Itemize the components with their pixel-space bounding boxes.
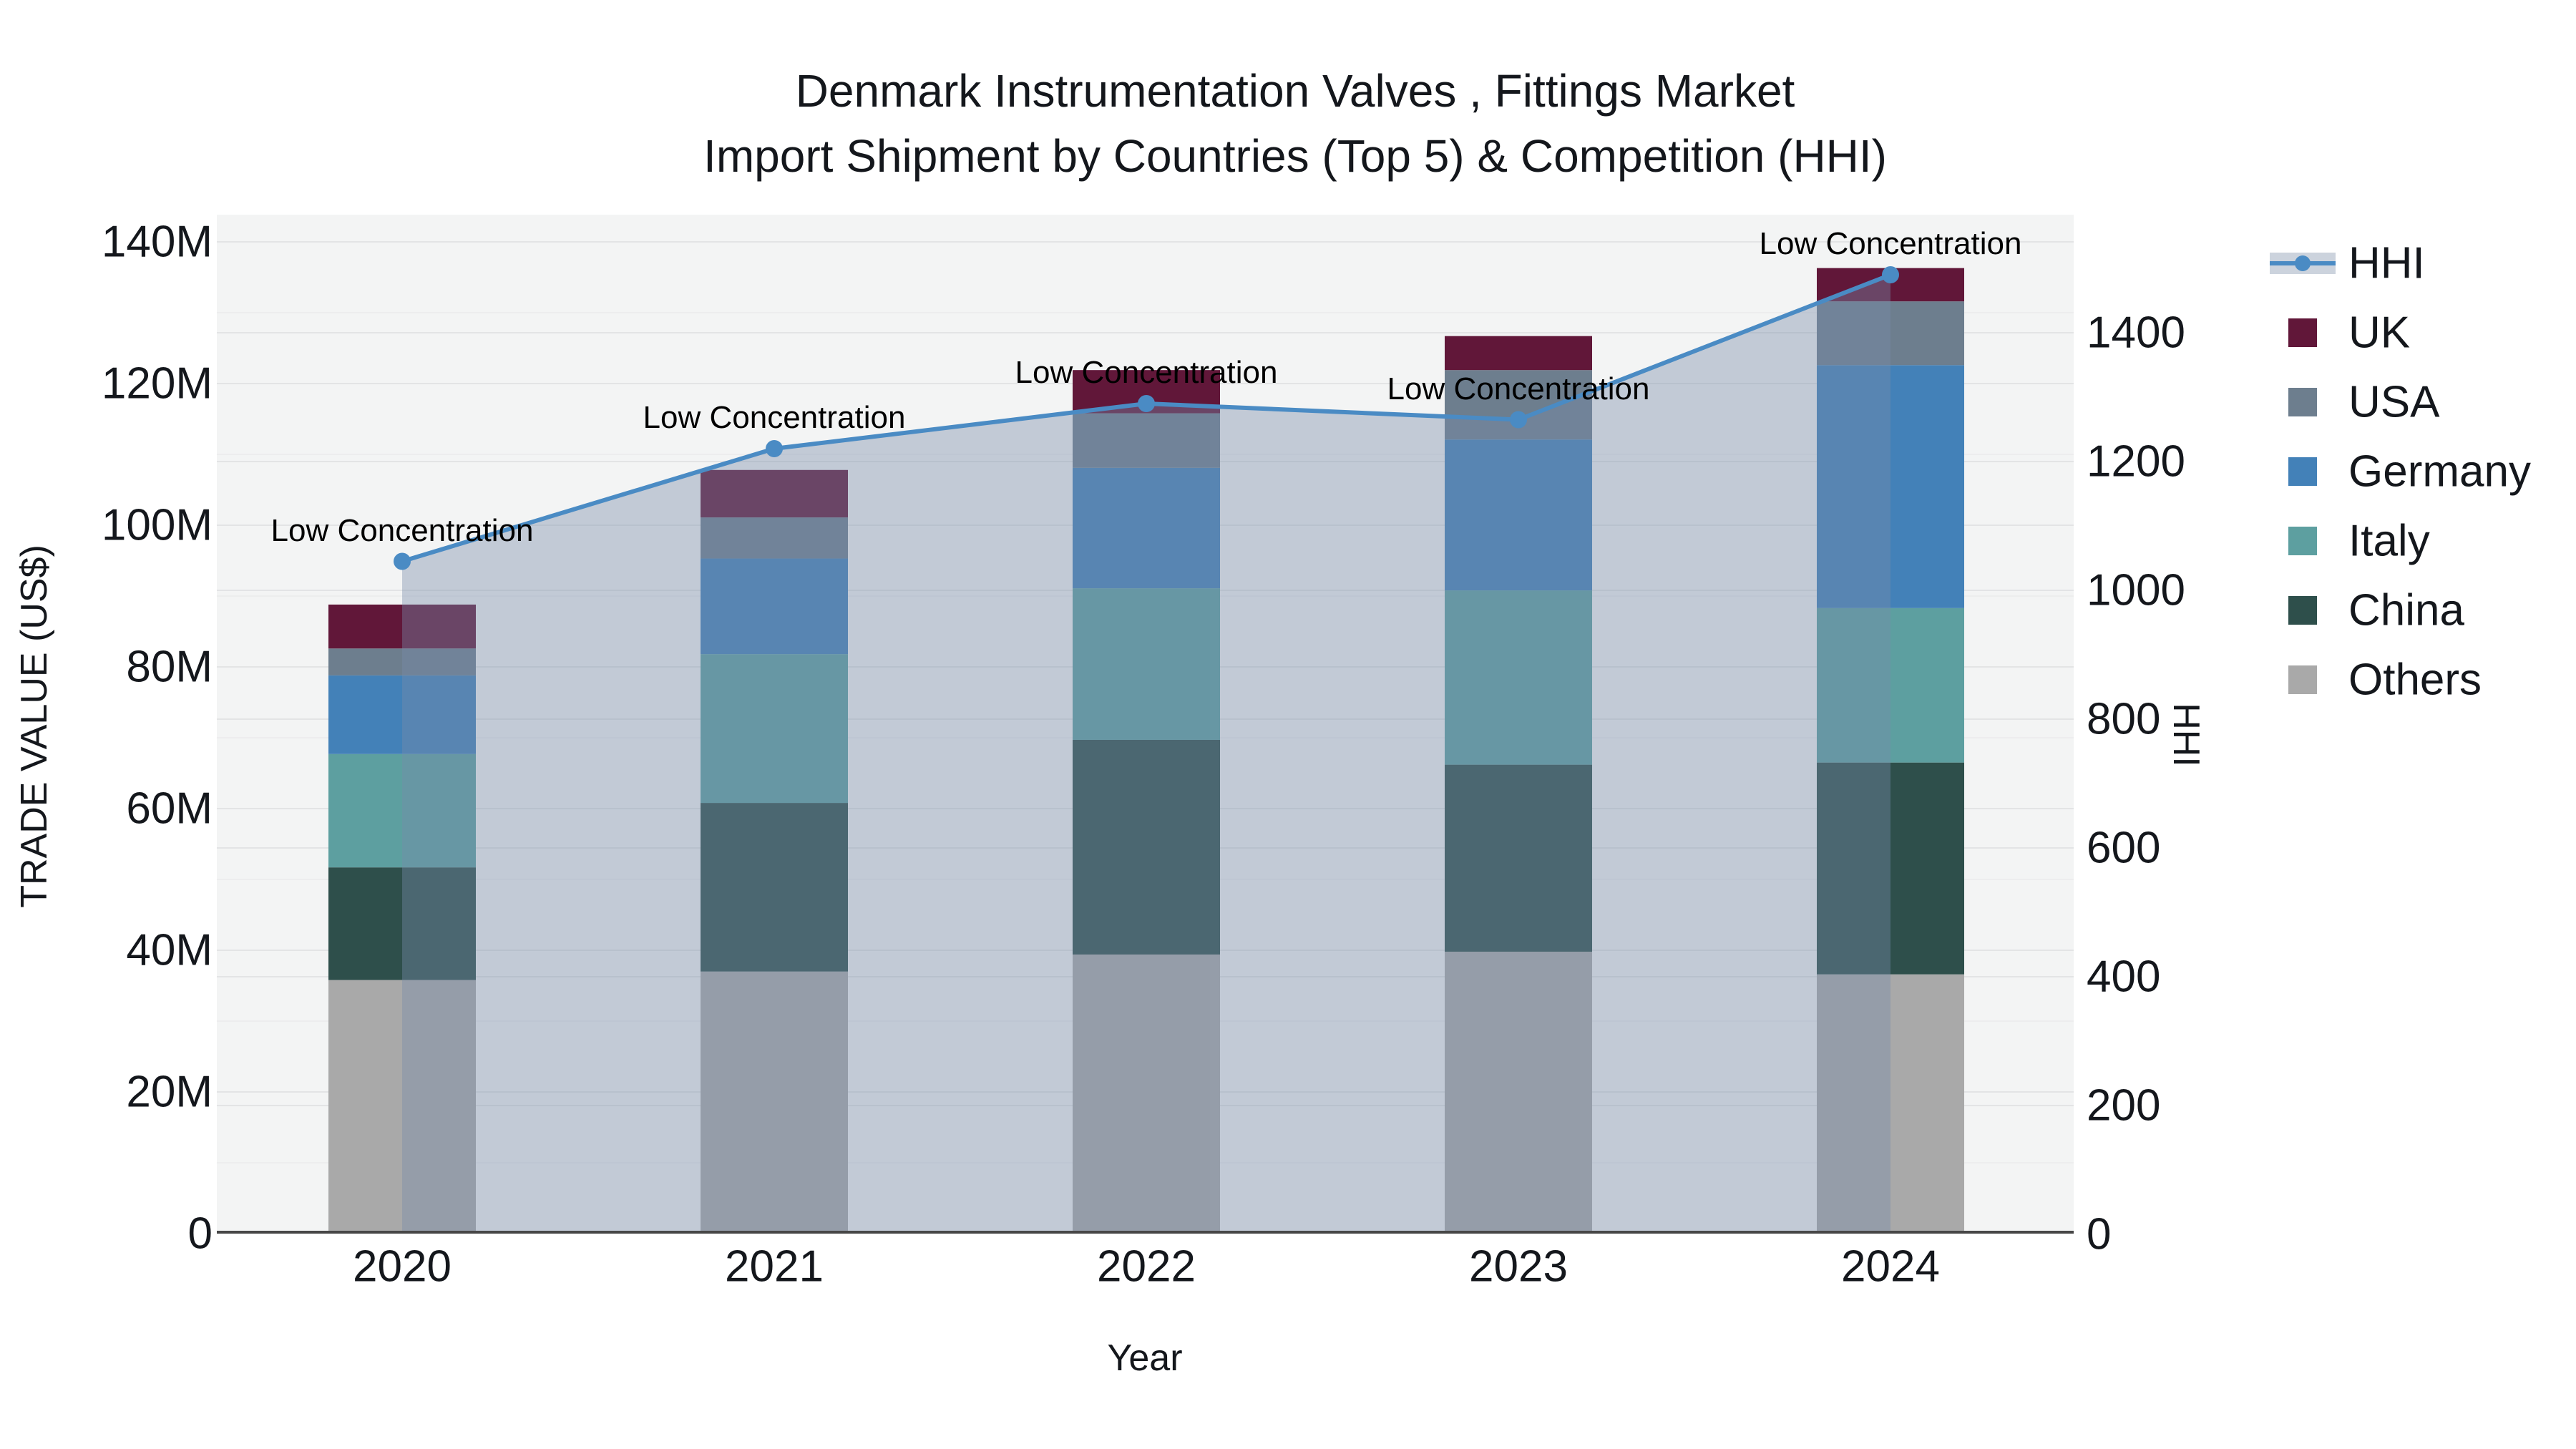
bar-segment-china-2024[interactable] [1817, 762, 1964, 975]
x-tick-2023: 2023 [1469, 1241, 1568, 1292]
y-right-tick-1000: 1000 [2087, 565, 2185, 615]
bar-segment-germany-2021[interactable] [701, 558, 848, 655]
x-tick-2021: 2021 [725, 1241, 824, 1292]
bar-segment-germany-2020[interactable] [328, 675, 476, 754]
chart-title-line2: Import Shipment by Countries (Top 5) & C… [703, 130, 1887, 182]
bar-segment-italy-2024[interactable] [1817, 608, 1964, 763]
legend-swatch-others [2288, 665, 2317, 694]
y-left-tick-100M: 100M [101, 500, 213, 550]
legend-item-germany[interactable]: Germany [2254, 437, 2569, 506]
legend-label-uk: UK [2348, 308, 2411, 358]
bar-segment-usa-2022[interactable] [1073, 413, 1220, 468]
legend-item-uk[interactable]: UK [2254, 298, 2569, 367]
x-tick-2024: 2024 [1841, 1241, 1940, 1292]
bar-segment-germany-2023[interactable] [1445, 439, 1592, 591]
annotation-low-concentration-2024: Low Concentration [1759, 226, 2022, 261]
chart-title-line1: Denmark Instrumentation Valves , Fitting… [795, 65, 1795, 117]
x-tick-2020: 2020 [353, 1241, 452, 1292]
hhi-area-fill [402, 275, 1890, 1234]
annotation-low-concentration-2022: Low Concentration [1015, 355, 1278, 390]
legend-item-usa[interactable]: USA [2254, 368, 2569, 436]
chart-canvas[interactable] [217, 215, 2074, 1234]
bar-segment-china-2021[interactable] [701, 803, 848, 972]
bar-segment-usa-2021[interactable] [701, 517, 848, 559]
bar-segment-china-2023[interactable] [1445, 764, 1592, 952]
bar-segment-others-2023[interactable] [1445, 951, 1592, 1234]
legend-swatch-usa [2288, 388, 2317, 416]
legend-label-usa: USA [2348, 377, 2440, 427]
hhi-marker-2020[interactable] [394, 552, 411, 570]
legend-item-others[interactable]: Others [2254, 645, 2569, 714]
y-right-tick-1400: 1400 [2087, 308, 2185, 358]
bar-segment-china-2022[interactable] [1073, 739, 1220, 955]
bar-segment-germany-2024[interactable] [1817, 365, 1964, 608]
y-left-tick-80M: 80M [126, 642, 213, 692]
plot-area[interactable] [217, 215, 2074, 1234]
bar-segment-china-2020[interactable] [328, 867, 476, 980]
bar-segment-germany-2022[interactable] [1073, 467, 1220, 589]
bar-segment-italy-2021[interactable] [701, 654, 848, 804]
legend-swatch-uk [2288, 318, 2317, 347]
y-left-axis-title: TRADE VALUE (US$) [14, 545, 55, 908]
hhi-marker-2024[interactable] [1882, 266, 1899, 283]
bar-segment-others-2024[interactable] [1817, 974, 1964, 1234]
legend-label-italy: Italy [2348, 516, 2430, 566]
bar-segment-uk-2023[interactable] [1445, 336, 1592, 371]
y-left-tick-60M: 60M [126, 784, 213, 834]
annotation-low-concentration-2021: Low Concentration [643, 400, 906, 435]
legend-swatch-china [2288, 596, 2317, 625]
legend-label-hhi: HHI [2348, 238, 2425, 288]
y-right-tick-1200: 1200 [2087, 436, 2185, 487]
bar-segment-italy-2023[interactable] [1445, 590, 1592, 765]
legend-swatch-italy [2288, 527, 2317, 555]
legend-label-germany: Germany [2348, 447, 2531, 497]
annotation-low-concentration-2023: Low Concentration [1387, 371, 1650, 406]
y-right-axis-title: HHI [2165, 703, 2207, 767]
legend-item-hhi[interactable]: HHI [2254, 229, 2569, 298]
annotation-low-concentration-2020: Low Concentration [270, 512, 534, 548]
legend-item-italy[interactable]: Italy [2254, 507, 2569, 575]
hhi-marker-2021[interactable] [766, 440, 783, 457]
x-tick-2022: 2022 [1097, 1241, 1196, 1292]
bar-segment-others-2022[interactable] [1073, 954, 1220, 1234]
bar-segment-uk-2021[interactable] [701, 469, 848, 518]
y-right-tick-200: 200 [2087, 1080, 2161, 1131]
bar-segment-usa-2020[interactable] [328, 648, 476, 675]
bar-segment-uk-2020[interactable] [328, 604, 476, 649]
bar-segment-usa-2024[interactable] [1817, 301, 1964, 366]
legend-label-china: China [2348, 585, 2464, 635]
y-right-tick-0: 0 [2087, 1209, 2112, 1259]
y-left-tick-140M: 140M [101, 217, 213, 267]
bar-segment-italy-2020[interactable] [328, 753, 476, 868]
y-left-tick-20M: 20M [126, 1067, 213, 1117]
hhi-marker-2022[interactable] [1138, 395, 1155, 412]
bar-segment-italy-2022[interactable] [1073, 588, 1220, 740]
legend-hhi-line-swatch [2270, 251, 2336, 275]
y-right-tick-800: 800 [2087, 694, 2161, 744]
legend-item-china[interactable]: China [2254, 576, 2569, 645]
bar-segment-others-2020[interactable] [328, 980, 476, 1234]
bar-segment-others-2021[interactable] [701, 971, 848, 1234]
y-left-tick-40M: 40M [126, 925, 213, 975]
y-right-tick-400: 400 [2087, 952, 2161, 1002]
y-right-tick-600: 600 [2087, 823, 2161, 873]
y-left-tick-0: 0 [187, 1209, 213, 1259]
legend-hhi-marker-dot [2295, 255, 2311, 271]
legend-swatch-germany [2288, 457, 2317, 486]
chart-title: Denmark Instrumentation Valves , Fitting… [703, 59, 1887, 189]
x-axis-title: Year [1107, 1337, 1183, 1379]
y-left-tick-120M: 120M [101, 358, 213, 409]
hhi-marker-2023[interactable] [1510, 411, 1527, 429]
legend-label-others: Others [2348, 655, 2482, 705]
